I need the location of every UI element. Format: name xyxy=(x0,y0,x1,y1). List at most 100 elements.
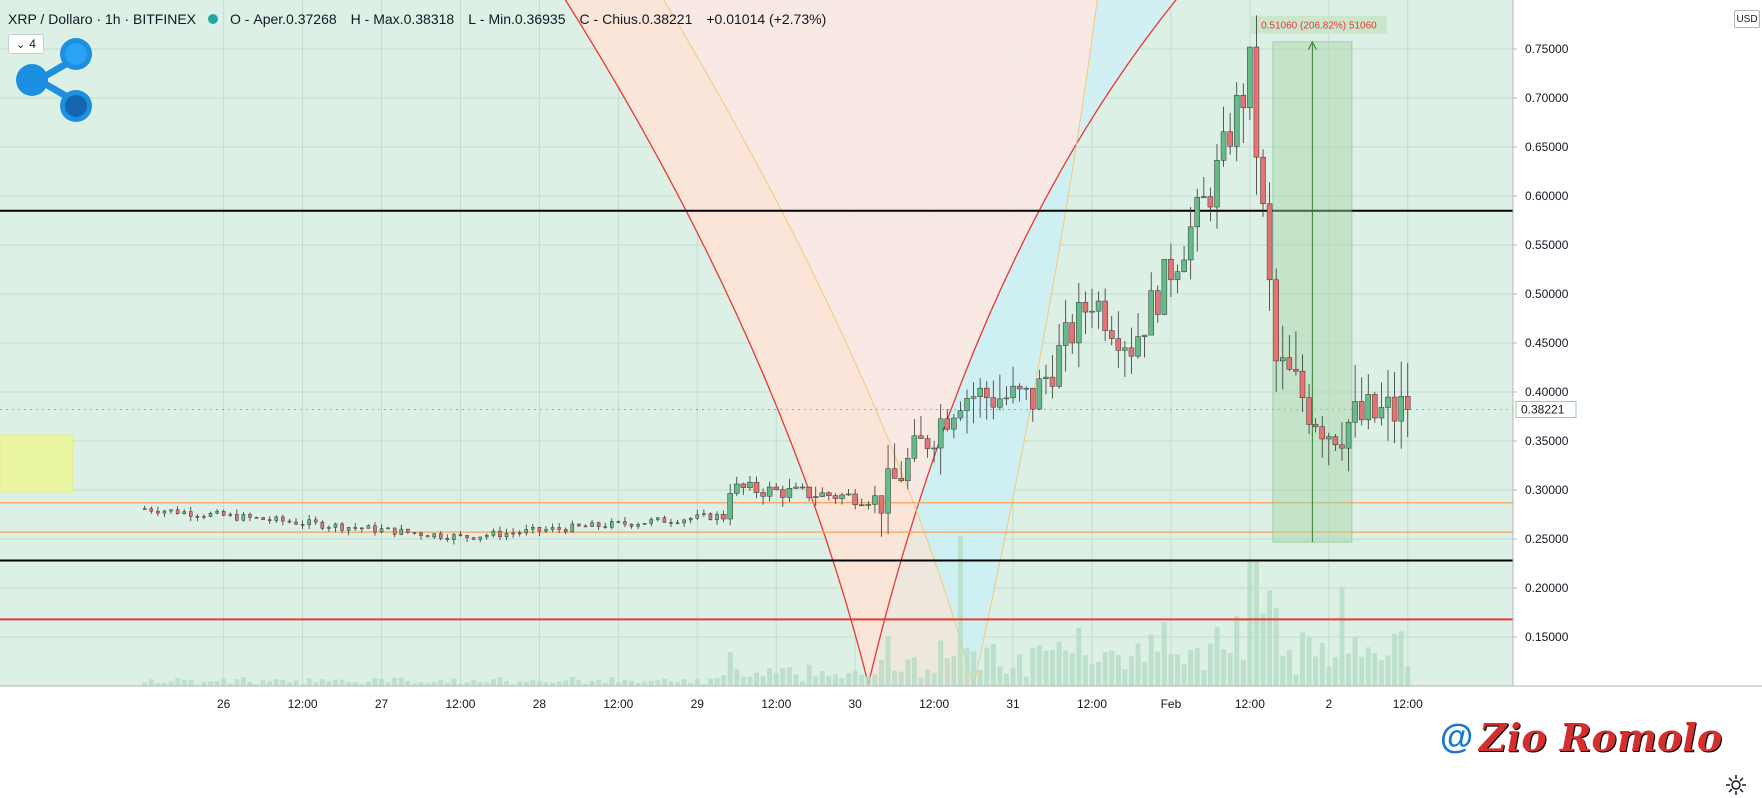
candle-body xyxy=(274,516,279,521)
candle-body xyxy=(1049,376,1056,387)
candle-body xyxy=(997,398,1003,408)
gear-icon[interactable] xyxy=(1725,774,1747,796)
indicators-toggle-button[interactable]: ⌄ 4 xyxy=(8,34,44,54)
candle-body xyxy=(1227,131,1233,147)
volume-bar xyxy=(1128,656,1134,686)
candle-body xyxy=(590,522,594,527)
volume-bar xyxy=(418,682,424,686)
volume-bar xyxy=(181,679,187,686)
candle-body xyxy=(806,486,812,498)
volume-bar xyxy=(273,679,279,686)
volume-bar xyxy=(1155,651,1161,686)
candle-body xyxy=(734,483,740,494)
volume-bar xyxy=(1069,653,1075,686)
candle-body xyxy=(1326,436,1332,440)
volume-bar xyxy=(925,669,931,686)
xrp-logo-icon xyxy=(16,38,92,122)
candle-body xyxy=(1135,336,1141,357)
candle-body xyxy=(990,397,997,408)
volume-bar xyxy=(826,675,832,686)
volume-bar xyxy=(517,681,523,686)
candle-body xyxy=(1220,131,1227,161)
volume-bar xyxy=(1319,643,1325,686)
candle-body xyxy=(629,523,634,527)
symbol-title[interactable]: XRP / Dollaro · 1h · BITFINEX xyxy=(8,11,197,27)
candle-body xyxy=(386,527,390,530)
candle-body xyxy=(747,481,753,488)
ohlc-high-label: H xyxy=(350,11,361,27)
candle-body xyxy=(1253,46,1260,158)
candle-body xyxy=(379,528,384,533)
volume-bar xyxy=(1306,637,1312,686)
volume-bar xyxy=(938,640,944,686)
volume-bar xyxy=(1365,647,1371,686)
volume-bar xyxy=(727,652,733,686)
candle-body xyxy=(235,513,239,521)
price-tick-label: 0.55000 xyxy=(1525,238,1569,252)
volume-bar xyxy=(1273,607,1279,686)
measure-label: 0.51060 (206.82%) 51060 xyxy=(1261,21,1377,32)
price-tick-label: 0.35000 xyxy=(1525,434,1569,448)
volume-bar xyxy=(1089,663,1095,686)
volume-bar xyxy=(530,680,536,686)
candle-body xyxy=(931,447,937,450)
volume-bar xyxy=(615,682,621,686)
time-tick-label: 12:00 xyxy=(445,697,475,711)
chevron-down-icon: ⌄ xyxy=(16,38,26,51)
volume-bar xyxy=(1339,587,1345,686)
volume-bar xyxy=(721,675,727,686)
price-tick-label: 0.40000 xyxy=(1525,385,1569,399)
volume-bar xyxy=(1293,674,1299,686)
candle-body xyxy=(695,514,700,519)
volume-bar xyxy=(1050,649,1056,686)
volume-bar xyxy=(477,681,483,686)
volume-bar xyxy=(254,684,260,686)
price-tick-label: 0.25000 xyxy=(1525,532,1569,546)
candle-body xyxy=(478,536,482,540)
candle-body xyxy=(1233,94,1240,147)
volume-bar xyxy=(227,683,233,686)
candle-body xyxy=(419,532,423,536)
candle-body xyxy=(432,533,436,538)
volume-bar xyxy=(221,678,227,686)
volume-bar xyxy=(293,680,299,686)
candle-body xyxy=(937,418,944,449)
volume-bar xyxy=(1017,654,1023,686)
volume-bar xyxy=(1247,560,1253,686)
candle-body xyxy=(1128,347,1135,357)
ohlc-close: Chius.0.38221 xyxy=(602,11,693,27)
last-price-badge xyxy=(1515,400,1577,418)
volume-bar xyxy=(1063,650,1069,686)
currency-badge[interactable]: USD xyxy=(1734,10,1760,28)
volume-bar xyxy=(754,672,759,686)
volume-bar xyxy=(1109,650,1115,686)
candle-body xyxy=(616,521,621,523)
candle-body xyxy=(780,489,786,498)
time-tick-label: 31 xyxy=(1006,697,1020,711)
volume-bar xyxy=(957,536,963,686)
candle-body xyxy=(353,527,357,529)
candle-body xyxy=(1016,385,1023,390)
candle-body xyxy=(1385,396,1391,408)
volume-bar xyxy=(240,677,246,686)
candle-body xyxy=(228,513,232,516)
candle-body xyxy=(1398,396,1404,422)
candle-body xyxy=(175,509,180,514)
time-tick-label: 29 xyxy=(691,697,705,711)
candle-body xyxy=(603,526,607,528)
time-tick-label: 27 xyxy=(375,697,389,711)
volume-bar xyxy=(661,678,667,686)
candle-body xyxy=(208,512,213,517)
candle-body xyxy=(793,486,799,489)
candle-body xyxy=(1062,322,1069,346)
candle-body xyxy=(708,513,713,521)
volume-bar xyxy=(1299,632,1305,686)
price-tick-label: 0.70000 xyxy=(1525,91,1569,105)
candle-body xyxy=(1260,156,1266,204)
candle-body xyxy=(662,517,667,523)
candle-body xyxy=(944,418,951,430)
volume-bar xyxy=(688,682,694,686)
volume-bar xyxy=(260,680,266,686)
volume-bar xyxy=(675,682,681,686)
